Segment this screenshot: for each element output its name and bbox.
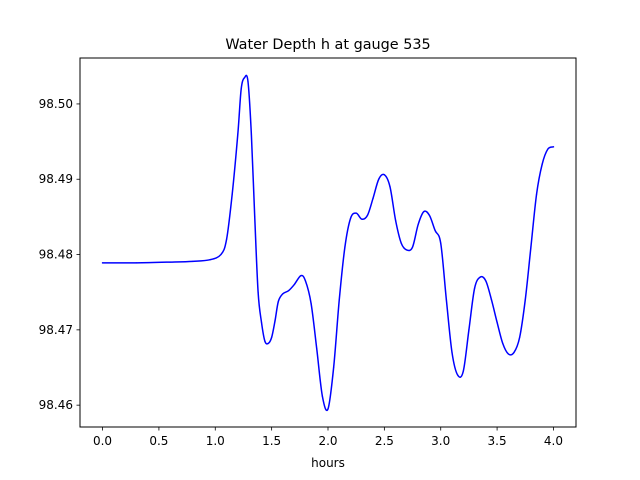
x-tick-label: 3.0 [431, 434, 450, 448]
y-tick-label: 98.50 [39, 97, 73, 111]
data-point [519, 336, 521, 338]
data-point [267, 342, 269, 345]
data-point [423, 211, 425, 213]
data-point [411, 246, 414, 248]
data-point [209, 259, 211, 261]
x-tick-label: 1.0 [206, 434, 225, 448]
data-point [530, 246, 532, 248]
data-point [524, 299, 526, 301]
data-point [361, 218, 363, 220]
data-point [490, 299, 493, 301]
data-point [440, 242, 442, 244]
data-point [250, 133, 252, 135]
x-tick-label: 2.0 [318, 434, 337, 448]
data-point [552, 146, 555, 148]
y-axis: 98.46 98.47 98.48 98.49 98.50 [39, 97, 80, 412]
x-axis: 0.0 0.5 1.0 1.5 2.0 2.5 3.0 3.5 4.0 [93, 427, 563, 448]
data-point [169, 261, 171, 263]
data-point [445, 299, 447, 301]
series-points [101, 76, 555, 410]
data-point [541, 163, 543, 165]
data-point [304, 280, 307, 282]
data-point [316, 348, 318, 350]
x-tick-label: 3.5 [488, 434, 507, 448]
data-point [434, 229, 436, 232]
chart-title: Water Depth h at gauge 535 [225, 37, 430, 53]
data-point [378, 178, 380, 180]
data-point [502, 342, 504, 345]
y-tick-label: 98.48 [39, 248, 73, 262]
data-point [395, 220, 397, 222]
data-point [300, 275, 302, 277]
data-point [327, 408, 329, 410]
data-point [254, 216, 256, 218]
data-point [406, 249, 408, 251]
x-tick-label: 0.0 [93, 434, 112, 448]
data-point [485, 280, 487, 282]
data-point [428, 214, 431, 216]
data-point [231, 193, 233, 195]
data-point [479, 276, 481, 278]
data-point [496, 321, 498, 323]
data-point [344, 246, 346, 248]
x-tick-label: 0.5 [149, 434, 168, 448]
data-point [535, 193, 538, 195]
data-point [366, 214, 369, 216]
data-point [220, 253, 222, 256]
x-tick-label: 1.5 [262, 434, 281, 448]
y-tick-label: 98.46 [39, 398, 73, 412]
data-point [101, 262, 104, 264]
data-point [507, 353, 509, 355]
data-point [462, 370, 464, 372]
data-point [135, 262, 137, 264]
data-point [383, 174, 385, 176]
data-point [355, 212, 357, 214]
data-point [287, 290, 290, 292]
data-point [225, 238, 228, 241]
data-point [333, 366, 335, 369]
data-point [400, 242, 402, 244]
data-point [243, 76, 246, 79]
data-point [274, 320, 276, 322]
data-point [310, 302, 312, 305]
data-point [547, 148, 549, 150]
data-point [192, 260, 194, 262]
x-tick-label: 4.0 [544, 434, 563, 448]
data-point [271, 336, 273, 338]
data-point [257, 291, 259, 293]
data-point [237, 133, 239, 135]
data-point [338, 299, 340, 301]
data-point [247, 80, 249, 82]
data-point [264, 340, 266, 342]
data-point [468, 329, 470, 331]
data-point [389, 186, 391, 188]
water-depth-line [101, 74, 555, 412]
data-point [451, 351, 453, 354]
data-point [277, 300, 279, 302]
y-tick-label: 98.47 [39, 323, 73, 337]
data-point [457, 374, 459, 376]
x-axis-label: hours [311, 456, 345, 470]
x-tick-label: 2.5 [375, 434, 394, 448]
data-point [473, 287, 476, 290]
y-tick-label: 98.49 [39, 172, 73, 186]
data-point [260, 321, 263, 323]
data-point [293, 284, 295, 286]
data-point [417, 223, 419, 226]
data-point [240, 88, 242, 90]
data-point [513, 351, 515, 354]
data-point [372, 197, 374, 199]
data-point [282, 293, 284, 295]
data-point [321, 395, 323, 397]
data-point [349, 217, 352, 219]
